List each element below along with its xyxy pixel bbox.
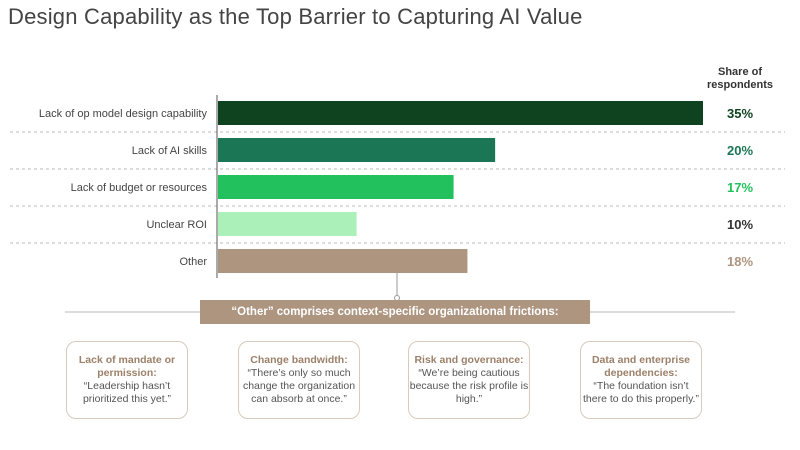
bar — [218, 249, 468, 273]
friction-quote: “There’s only so much change the organiz… — [242, 367, 356, 405]
category-label: Other — [179, 256, 207, 268]
bar — [218, 138, 496, 162]
value-label: 20% — [727, 143, 753, 158]
value-header: Share of respondents — [706, 66, 773, 91]
friction-heading: Lack of mandate or permission: — [78, 354, 176, 379]
friction-heading: Change bandwidth: — [250, 354, 348, 366]
category-label: Unclear ROI — [146, 219, 207, 231]
value-label: 10% — [727, 217, 753, 232]
friction-box: Change bandwidth: “There’s only so much c… — [238, 341, 360, 419]
bar — [218, 101, 703, 125]
category-label: Lack of budget or resources — [71, 182, 208, 194]
category-label: Lack of op model design capability — [39, 108, 208, 120]
value-label: 35% — [727, 106, 753, 121]
friction-heading: Risk and governance: — [414, 354, 524, 366]
friction-heading: Data and enterprise dependencies: — [591, 354, 691, 379]
value-label: 17% — [727, 180, 753, 195]
bar — [218, 175, 454, 199]
friction-quote: “Leadership hasn’t prioritized this yet.… — [82, 380, 172, 405]
friction-box: Data and enterprise dependencies: “The fo… — [580, 341, 702, 419]
friction-box: Risk and governance: “We’re being cautiou… — [408, 341, 530, 419]
value-label: 18% — [727, 254, 753, 269]
bar-chart: Lack of op model design capability 35% Lac… — [10, 95, 785, 313]
chart-title: Design Capability as the Top Barrier to … — [8, 4, 583, 29]
friction-box: Lack of mandate or permission: “Leadershi… — [66, 341, 188, 419]
other-banner: “Other” comprises context-specific organ… — [200, 300, 590, 324]
friction-quote: “We’re being cautious because the risk p… — [409, 367, 529, 405]
bar — [218, 212, 357, 236]
category-label: Lack of AI skills — [132, 145, 208, 157]
friction-quote: “The foundation isn’t there to do this p… — [583, 380, 699, 405]
